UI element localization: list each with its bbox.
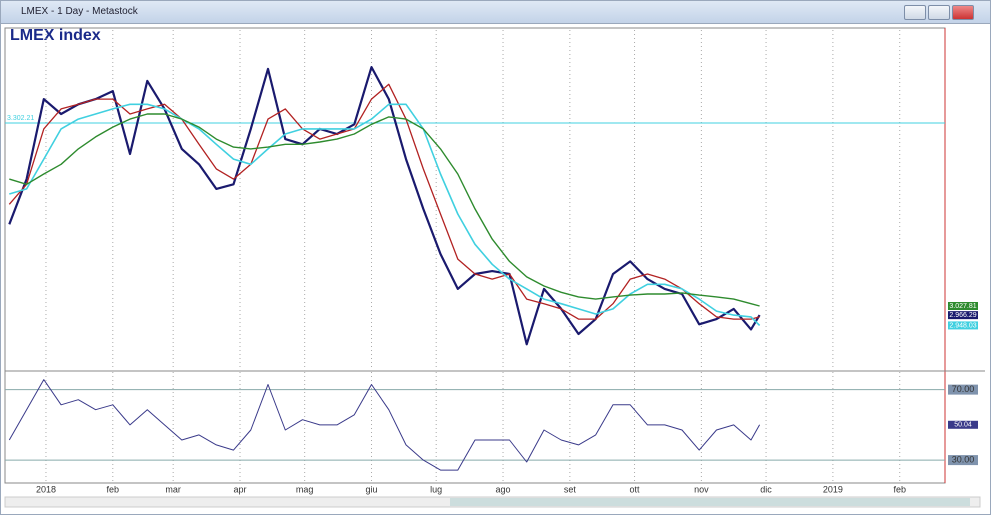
series-line: [8, 83, 760, 320]
x-tick-label: giu: [366, 484, 378, 494]
title-bar: LMEX - 1 Day - Metastock: [1, 1, 990, 24]
last-value-box: [948, 420, 978, 429]
minimize-button[interactable]: [928, 5, 950, 20]
last-value-box: [948, 302, 978, 310]
last-value-box: [948, 321, 978, 330]
last-value-label: 2.966.29: [949, 312, 976, 319]
y-tick-label: 70.00: [952, 384, 975, 394]
x-tick-label: feb: [107, 484, 120, 494]
chart-title: LMEX index: [10, 27, 101, 44]
last-value-label: 3.027.81: [949, 303, 976, 310]
x-tick-label: lug: [430, 484, 442, 494]
series-line: [8, 66, 761, 346]
x-tick-label: apr: [233, 484, 246, 494]
x-tick-label: ago: [496, 484, 511, 494]
reference-label: 3.302.21: [7, 115, 34, 122]
scrollbar-thumb[interactable]: [450, 498, 970, 506]
y-tick-box: [948, 455, 978, 466]
close-button[interactable]: [952, 5, 974, 20]
x-tick-label: 2018: [36, 484, 56, 494]
series-line: [8, 379, 761, 471]
x-tick-label: dic: [760, 484, 772, 494]
x-tick-label: set: [564, 484, 577, 494]
x-tick-label: nov: [694, 484, 709, 494]
y-tick-label: 30.00: [952, 454, 975, 464]
last-value-box: [948, 311, 978, 320]
x-tick-label: mag: [296, 484, 314, 494]
last-value-label: 50.04: [954, 422, 972, 429]
y-tick-box: [948, 384, 978, 395]
x-tick-label: mar: [165, 484, 181, 494]
x-tick-label: feb: [893, 484, 906, 494]
x-tick-label: 2019: [823, 484, 843, 494]
restore-button[interactable]: [904, 5, 926, 20]
plot-frame: [4, 27, 946, 484]
series-line: [9, 113, 760, 307]
last-value-label: 2.948.03: [949, 322, 976, 329]
x-tick-label: ott: [630, 484, 641, 494]
window-title: LMEX - 1 Day - Metastock: [21, 6, 138, 17]
series-line: [9, 103, 761, 326]
